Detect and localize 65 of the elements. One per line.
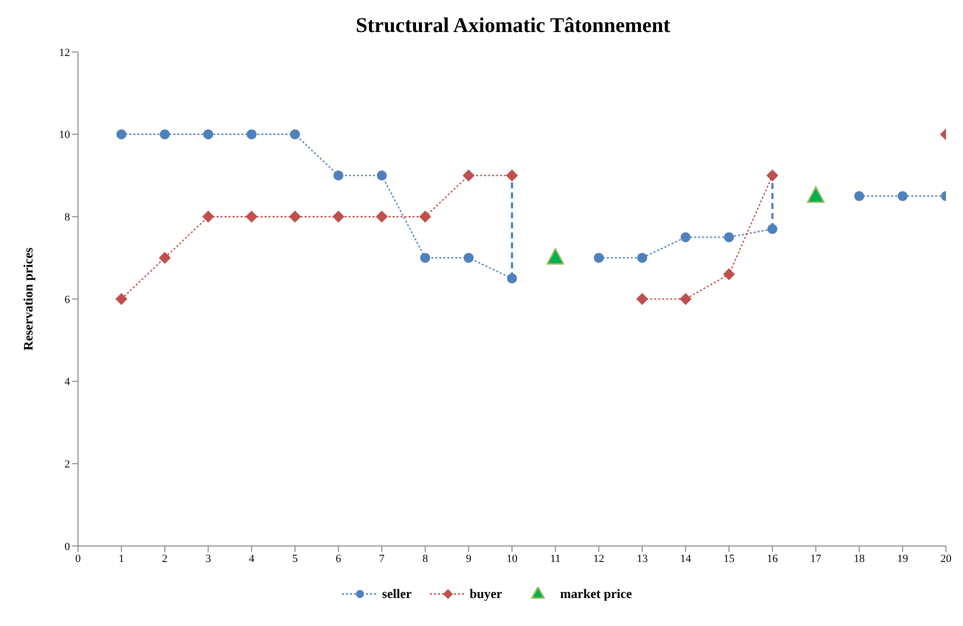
point (507, 273, 517, 284)
point (333, 170, 344, 180)
point (290, 129, 300, 140)
point (160, 129, 170, 140)
point (767, 224, 778, 234)
point (289, 210, 301, 223)
x-tick-label: 10 (506, 552, 518, 565)
y-tick-label: 8 (64, 212, 70, 224)
x-tick-label: 18 (854, 552, 866, 565)
x-tick-label: 17 (810, 552, 822, 565)
chart-title: Structural Axiomatic Tâtonnement (354, 12, 672, 39)
x-tick-label: 3 (205, 552, 212, 565)
x-tick-label: 2 (162, 552, 168, 565)
x-tick-label: 12 (593, 552, 604, 565)
point (680, 232, 691, 242)
point (419, 210, 432, 223)
point (203, 129, 214, 140)
point (637, 252, 648, 263)
x-tick-label: 7 (379, 552, 386, 565)
point (246, 129, 257, 140)
x-tick-label: 0 (75, 552, 82, 565)
x-tick-label: 15 (724, 552, 735, 565)
point (854, 191, 864, 202)
x-tick-label: 6 (336, 552, 342, 565)
point (376, 170, 387, 180)
x-tick-label: 19 (897, 552, 909, 565)
legend-label: buyer (470, 586, 502, 602)
point (546, 248, 564, 265)
y-tick-label: 4 (64, 376, 70, 388)
x-tick-label: 4 (248, 552, 255, 565)
x-tick-label: 5 (292, 552, 298, 565)
point (158, 252, 171, 264)
point (723, 268, 735, 280)
legend-label: market price (560, 586, 632, 602)
x-tick-label: 16 (766, 552, 778, 565)
point (724, 232, 734, 242)
point (246, 210, 258, 223)
point (464, 252, 474, 263)
point (636, 293, 648, 305)
x-tick-label: 13 (636, 552, 648, 565)
x-tick-label: 9 (466, 552, 472, 565)
point (506, 170, 518, 182)
point (115, 293, 128, 305)
y-tick-label: 0 (64, 540, 70, 553)
point (462, 170, 475, 182)
point (332, 210, 344, 223)
y-axis-title: Reservation prices (20, 248, 36, 350)
y-tick-label: 6 (64, 294, 70, 306)
x-tick-label: 8 (422, 552, 428, 565)
point (898, 191, 908, 202)
point (594, 252, 604, 263)
y-tick-label: 10 (59, 129, 70, 142)
legend-label: seller (382, 586, 412, 602)
point (116, 129, 126, 140)
point (202, 210, 214, 223)
x-tick-label: 20 (940, 552, 952, 565)
y-tick-label: 12 (59, 46, 70, 59)
x-tick-label: 11 (550, 552, 561, 565)
point (420, 252, 430, 263)
point (680, 293, 692, 305)
y-tick-label: 2 (64, 458, 70, 471)
x-tick-label: 14 (680, 552, 692, 565)
point (766, 170, 778, 182)
x-tick-label: 1 (118, 552, 124, 565)
point (376, 210, 388, 223)
